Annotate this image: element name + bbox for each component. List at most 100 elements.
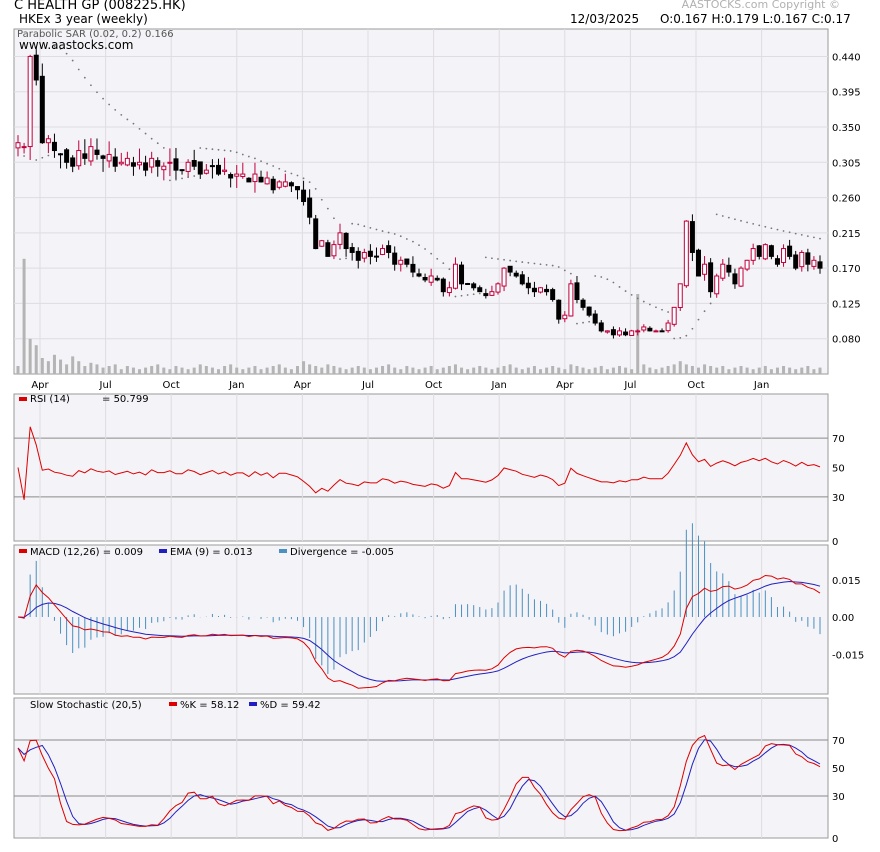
candle-body (361, 251, 367, 259)
macd-plot-area (13, 544, 829, 695)
candle-body (88, 146, 94, 162)
volume-bar (490, 369, 494, 374)
candle-body (191, 160, 197, 167)
sar-dot (624, 290, 627, 292)
candle-body (513, 272, 519, 277)
sar-dot (193, 175, 196, 177)
candle-body (216, 164, 221, 175)
volume-bar (745, 367, 749, 374)
volume-bar (551, 366, 555, 374)
candle-body (367, 250, 373, 257)
rsi-legend-label: RSI (14) (30, 394, 70, 405)
sar-dot (266, 162, 269, 165)
rsi-legend-value: = 50.799 (102, 394, 149, 405)
volume-bar (502, 366, 506, 374)
volume-bar (387, 364, 391, 374)
candle-body (708, 262, 714, 293)
sar-dot (23, 155, 25, 157)
stochastic-d-line (17, 739, 821, 831)
sar-dot (606, 278, 609, 281)
sar-dot (770, 227, 773, 230)
candle-body (689, 221, 695, 253)
volume-bar (739, 366, 743, 374)
sar-dot (326, 207, 329, 210)
sar-dot (114, 109, 117, 111)
volume-bar (569, 364, 573, 374)
sar-dot (764, 225, 767, 228)
candle-body (623, 331, 629, 336)
sar-dot (685, 334, 688, 337)
volume-bar (265, 367, 269, 374)
sar-dot (168, 179, 171, 182)
sar-dot (582, 321, 584, 324)
price-y-tick: 0.440 (832, 52, 861, 63)
sar-dot (65, 52, 68, 55)
sar-dot (533, 262, 536, 265)
price-y-tick: 0.170 (832, 264, 861, 275)
volume-bar (508, 364, 512, 374)
price-y-tick: 0.080 (832, 335, 861, 346)
candle-body (106, 153, 112, 162)
sar-dot (339, 258, 341, 260)
sar-dot (229, 150, 232, 152)
sar-dot (418, 244, 420, 247)
volume-bar (526, 367, 530, 374)
macd-y-tick: 0.00 (832, 613, 854, 624)
candle-body (477, 287, 483, 293)
volume-bar (229, 364, 233, 374)
ema-legend-label: EMA (9) = 0.013 (170, 547, 253, 558)
sar-dot (211, 148, 214, 151)
candle-body (653, 330, 659, 333)
candle-body (149, 157, 155, 168)
candle-body (683, 220, 689, 287)
sar-dot (734, 218, 736, 221)
stochastic-k-line (17, 734, 821, 832)
sar-dot (758, 224, 761, 227)
sar-dot (272, 165, 275, 167)
candle-body (130, 162, 136, 167)
volume-bar (308, 364, 312, 374)
volume-bar (338, 367, 342, 374)
sar-dot (806, 235, 809, 238)
macd-line (17, 574, 821, 689)
volume-bar (472, 367, 476, 374)
rsi-line (17, 426, 821, 500)
candle-body (282, 181, 288, 187)
volume-bar (46, 361, 50, 374)
volume-bar (326, 364, 330, 374)
sar-dot (363, 225, 366, 228)
candle-body (568, 283, 574, 317)
candle-body (665, 322, 671, 332)
sar-dot (569, 272, 572, 275)
chart-title: C HEALTH GP (008225.HK) (14, 0, 186, 13)
sar-dot (247, 155, 250, 158)
sar-dot (302, 177, 305, 180)
candle-body (355, 250, 361, 261)
candle-body (404, 258, 410, 265)
candle-body (799, 251, 805, 268)
sar-dot (612, 281, 615, 284)
candle-body (118, 161, 124, 165)
volume-bar (356, 366, 360, 374)
sar-dot (381, 230, 384, 232)
sar-dot (794, 232, 797, 235)
candle-body (440, 278, 446, 293)
volume-bar (447, 366, 451, 374)
candle-body (635, 330, 641, 333)
volume-bar (295, 366, 299, 374)
sar-dot (642, 300, 645, 303)
candle-body (270, 178, 276, 191)
rsi-y-tick: 0 (832, 537, 838, 548)
sar-dot (144, 132, 147, 135)
x-tick-label: Jul (99, 380, 112, 391)
candle-body (495, 283, 501, 293)
candle-body (762, 244, 768, 260)
stochastic-y-tick: 70 (832, 736, 845, 747)
volume-bar (71, 356, 75, 374)
volume-bar (22, 258, 26, 374)
sar-dot (588, 320, 591, 323)
candle-body (787, 245, 793, 257)
candle-body (525, 282, 531, 289)
candle-body (209, 165, 215, 168)
sar-dot (41, 156, 44, 159)
